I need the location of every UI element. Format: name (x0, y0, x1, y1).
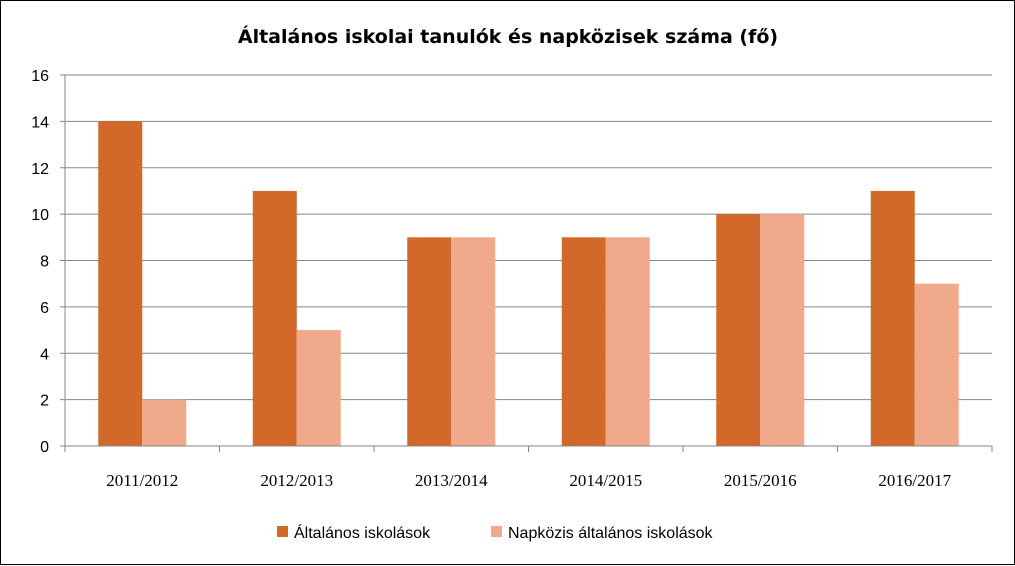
x-axis-ticks: 2011/2012 2012/2013 2013/2014 2014/2015 2015… (64, 446, 993, 490)
bar-napkozis-2011-2012 (142, 399, 187, 446)
bar-altalanos-iskolasok-2015-2016 (716, 214, 761, 446)
y-tick-label: 4 (40, 346, 49, 363)
bar-napkozis-2012-2013 (296, 330, 341, 446)
y-tick-label: 16 (31, 68, 49, 85)
legend-swatch (491, 526, 502, 537)
bar-altalanos-iskolasok-2016-2017 (870, 190, 915, 446)
y-tick-label: 10 (31, 207, 49, 224)
y-axis-ticks: 0 2 4 6 8 10 12 14 16 (31, 68, 65, 456)
bar-altalanos-iskolasok-2011-2012 (98, 121, 143, 446)
x-tick-label: 2015/2016 (724, 471, 797, 490)
y-tick-label: 8 (40, 254, 49, 271)
legend-label: Általános iskolások (294, 523, 431, 542)
x-tick-label: 2014/2015 (569, 471, 642, 490)
bar-napkozis-2014-2015 (605, 237, 650, 446)
gridlines (65, 74, 992, 401)
legend-swatch (277, 526, 288, 537)
chart-title: Általános iskolai tanulók és napközisek … (238, 25, 778, 48)
bars (98, 121, 959, 446)
bar-altalanos-iskolasok-2012-2013 (252, 190, 297, 446)
x-tick-label: 2011/2012 (106, 471, 178, 490)
bar-napkozis-2015-2016 (760, 214, 805, 446)
bar-napkozis-2016-2017 (914, 283, 959, 446)
y-tick-label: 12 (31, 161, 49, 178)
legend-label: Napközis általános iskolások (508, 525, 714, 542)
x-tick-label: 2013/2014 (415, 471, 488, 490)
y-tick-label: 14 (31, 114, 49, 131)
x-tick-label: 2016/2017 (878, 471, 951, 490)
bar-altalanos-iskolasok-2013-2014 (407, 237, 452, 446)
bar-altalanos-iskolasok-2014-2015 (561, 237, 606, 446)
y-tick-label: 2 (40, 393, 49, 410)
bar-napkozis-2013-2014 (451, 237, 496, 446)
y-tick-label: 0 (40, 439, 49, 456)
y-tick-label: 6 (40, 300, 49, 317)
legend: Általános iskolások Napközis általános is… (277, 523, 714, 542)
x-tick-label: 2012/2013 (260, 471, 333, 490)
